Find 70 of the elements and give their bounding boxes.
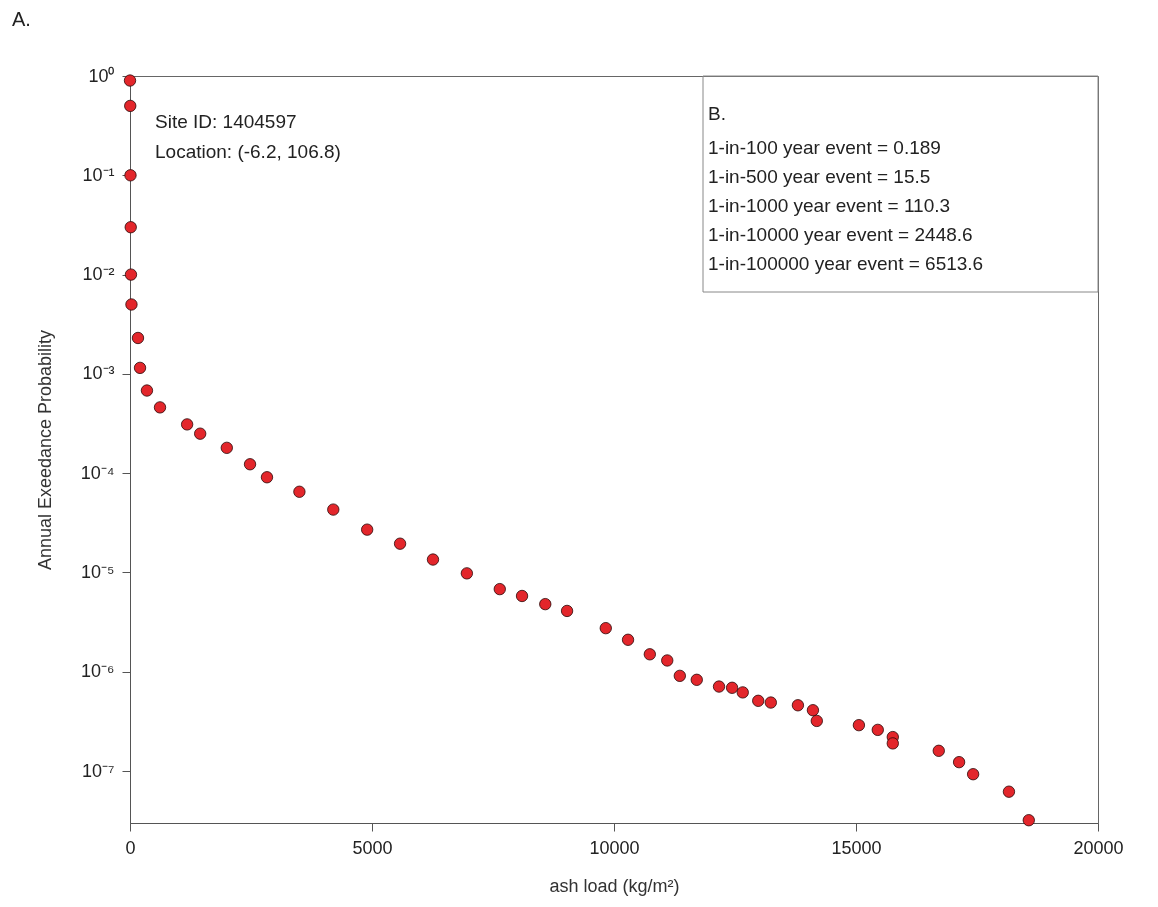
y-tick-label: 10⁻¹ [82, 164, 115, 185]
point [726, 681, 739, 694]
point [752, 694, 765, 707]
annotation: Site ID: 1404597 [155, 111, 297, 132]
text: A. [12, 8, 31, 30]
point [133, 361, 147, 374]
point [194, 427, 207, 440]
annotation: B. [708, 103, 726, 124]
point [260, 471, 274, 484]
y-tick-label: 10⁰ [88, 65, 115, 86]
point [661, 654, 674, 667]
point [124, 99, 137, 112]
point [673, 669, 686, 682]
point [153, 401, 167, 414]
point [764, 696, 777, 709]
point [493, 583, 506, 596]
point [810, 714, 823, 728]
point [871, 723, 884, 736]
point [806, 704, 820, 717]
point [1022, 814, 1035, 827]
y-tick-label: 10⁻⁵ [81, 561, 115, 582]
point [393, 537, 407, 550]
point [1002, 785, 1016, 798]
point [131, 331, 145, 345]
point [621, 633, 635, 646]
annotation: Location: (-6.2, 106.8) [155, 141, 341, 162]
point [124, 169, 137, 182]
point [243, 458, 257, 471]
point [220, 441, 233, 454]
point [124, 221, 137, 234]
y-tick-label: 10⁻⁴ [80, 462, 115, 483]
y-axis-title: Annual Exeedance Probability [34, 329, 55, 571]
point [327, 503, 340, 516]
point [124, 268, 138, 281]
point [293, 485, 306, 498]
point [886, 737, 899, 750]
point [852, 719, 865, 732]
point [736, 686, 749, 699]
y-tick-label: 10⁻³ [82, 363, 115, 384]
annotation: 1-in-100000 year event = 6513.6 [708, 253, 984, 274]
y-tick-label: 10⁻⁶ [81, 661, 115, 682]
x-tick-label: 15000 [831, 837, 882, 858]
annotation: 1-in-500 year event = 15.5 [708, 166, 931, 187]
point [932, 744, 945, 757]
point [643, 648, 656, 661]
annotation: 1-in-10000 year event = 2448.6 [708, 224, 973, 245]
x-tick-label: 10000 [589, 837, 640, 858]
point [690, 673, 703, 686]
point [515, 589, 529, 603]
x-tick-label: 0 [125, 837, 136, 858]
point [125, 298, 138, 311]
y-tick-label: 10⁻² [82, 264, 115, 285]
point [560, 604, 574, 618]
point [539, 598, 552, 611]
point [952, 756, 966, 769]
point [361, 523, 374, 536]
point [712, 680, 726, 693]
point [460, 567, 473, 580]
x-tick-label: 20000 [1073, 837, 1124, 858]
x-tick-label: 5000 [352, 837, 393, 858]
point [426, 553, 440, 566]
annotation: 1-in-1000 year event = 110.3 [708, 195, 951, 216]
annotation: 1-in-100 year event = 0.189 [708, 137, 941, 158]
x-axis-title: ash load (kg/m²) [549, 875, 680, 896]
point [181, 418, 194, 431]
point [967, 768, 980, 781]
point [791, 699, 805, 712]
point [599, 622, 612, 635]
point [140, 384, 154, 397]
y-tick-label: 10⁻⁷ [81, 760, 115, 781]
